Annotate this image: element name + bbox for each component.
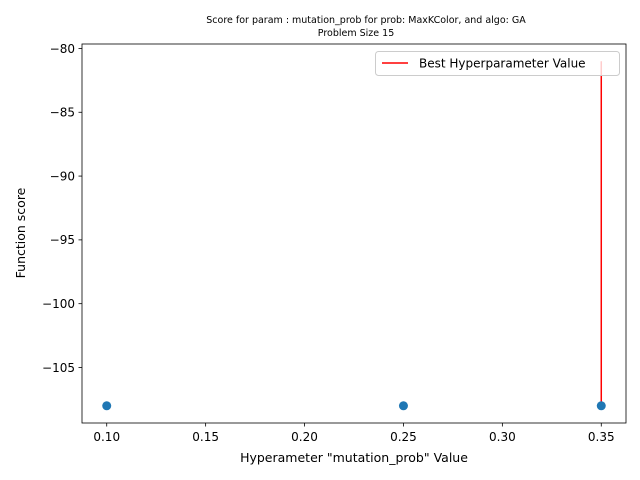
x-tick-label: 0.25 — [390, 430, 417, 444]
chart-subtitle: Problem Size 15 — [318, 28, 394, 39]
x-axis-ticks: 0.10 0.15 0.20 0.25 0.30 0.35 — [93, 423, 615, 444]
scatter-point — [398, 401, 408, 411]
y-tick-label: −105 — [42, 361, 75, 375]
scatter-point — [596, 401, 606, 411]
legend: Best Hyperparameter Value — [375, 51, 620, 76]
x-axis-label: Hyperameter "mutation_prob" Value — [240, 450, 468, 465]
x-tick-label: 0.20 — [291, 430, 318, 444]
scatter-points — [102, 401, 606, 411]
y-tick-label: −100 — [42, 297, 75, 311]
x-tick-label: 0.30 — [489, 430, 516, 444]
x-tick-label: 0.35 — [588, 430, 615, 444]
y-tick-label: −85 — [50, 106, 75, 120]
plot-background — [82, 44, 626, 423]
y-tick-label: −80 — [50, 42, 75, 56]
plot-area — [81, 43, 627, 424]
plot-frame — [81, 43, 627, 424]
scatter-point — [102, 401, 112, 411]
x-tick-label: 0.10 — [93, 430, 120, 444]
y-tick-label: −90 — [50, 169, 75, 183]
legend-box — [375, 51, 620, 76]
chart-title: Score for param : mutation_prob for prob… — [206, 15, 526, 26]
y-axis-label: Function score — [13, 187, 28, 278]
x-tick-label: 0.15 — [192, 430, 219, 444]
y-tick-label: −95 — [50, 233, 75, 247]
y-axis-ticks: −105 −100 −95 −90 −85 −80 — [42, 42, 82, 375]
legend-label: Best Hyperparameter Value — [419, 57, 586, 71]
